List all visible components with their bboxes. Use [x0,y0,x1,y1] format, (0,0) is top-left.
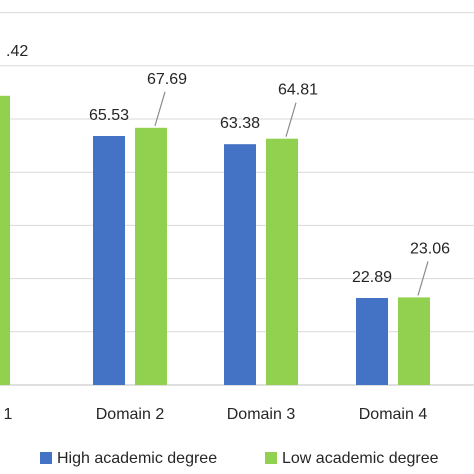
bar-low-domain-2 [135,127,167,386]
tick-label-domain-2: Domain 2 [96,406,165,423]
leader-line-domain-2 [154,91,166,126]
data-labels: 65.53 67.69 63.38 64.81 22.89 23.06 .42 [6,43,450,286]
bar-high-domain-3 [224,144,256,385]
legend-swatch-low [265,452,277,464]
data-label-leaders [154,91,429,296]
tick-label-1: 1 [4,406,13,423]
leader-line-domain-3 [285,102,297,137]
leader-line-domain-4 [417,261,429,296]
data-label-high-domain-4: 22.89 [352,269,392,286]
bar-high-domain-2 [93,136,125,385]
bars-group [0,95,430,386]
legend-label-high: High academic degree [57,450,217,467]
data-label-partial-category-1: .42 [6,43,28,60]
data-label-low-domain-4: 23.06 [410,240,450,257]
category-tick-labels: 1 Domain 2 Domain 3 Domain 4 [4,406,428,423]
bar-low-domain-3 [266,138,298,385]
tick-label-domain-4: Domain 4 [359,406,428,423]
data-label-high-domain-2: 65.53 [89,107,129,124]
data-label-low-domain-3: 64.81 [278,82,318,99]
bar-low-domain-4 [398,297,430,385]
legend-label-low: Low academic degree [282,450,439,467]
bar-high-domain-4 [356,298,388,385]
data-label-low-domain-2: 67.69 [147,71,187,88]
tick-label-domain-3: Domain 3 [227,406,296,423]
bar-low-category-1-partial [0,95,10,386]
legend: High academic degree Low academic degree [40,450,439,467]
data-label-high-domain-3: 63.38 [220,115,260,132]
legend-swatch-high [40,452,52,464]
